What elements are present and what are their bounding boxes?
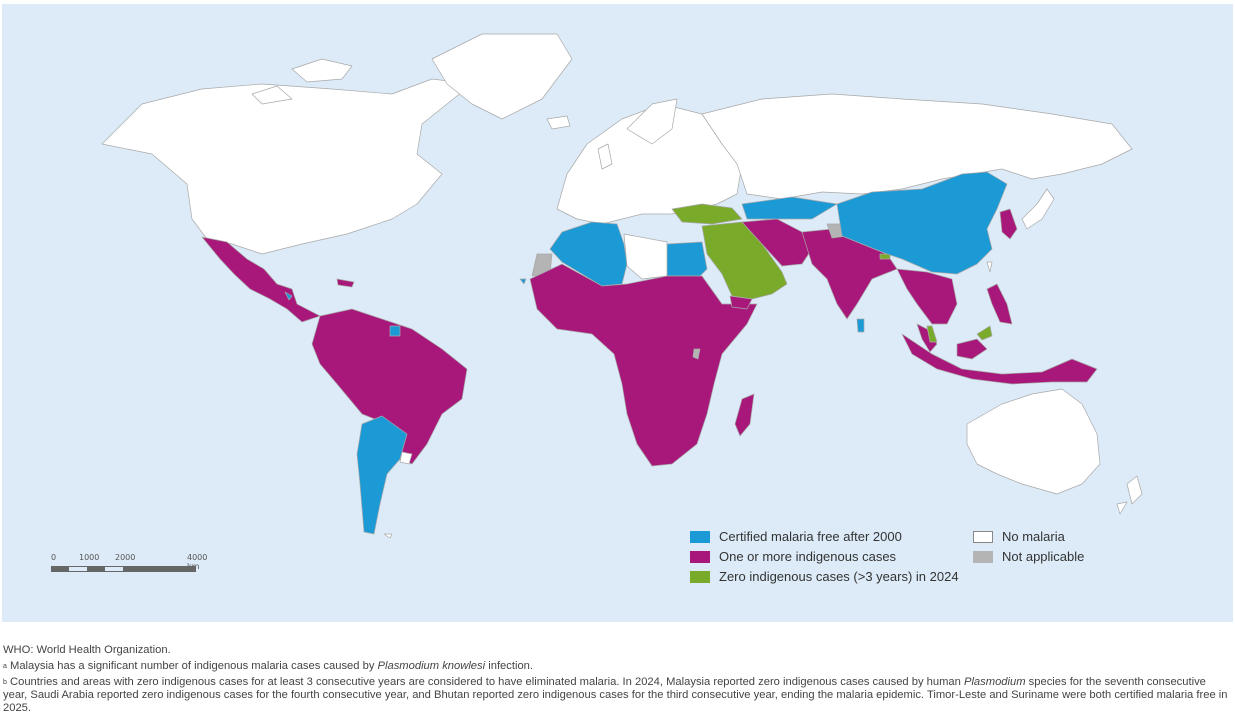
region-korea bbox=[999, 208, 1018, 240]
region-africa bbox=[529, 263, 758, 467]
legend-item-not-applicable: Not applicable bbox=[973, 549, 1084, 564]
region-libya bbox=[623, 233, 668, 280]
scale-seg-4 bbox=[105, 566, 123, 572]
legend-item-indigenous: One or more indigenous cases bbox=[690, 549, 896, 564]
note-b-italic: Plasmodium bbox=[963, 676, 1026, 688]
region-russia bbox=[701, 93, 1133, 200]
scale-seg-2 bbox=[69, 566, 87, 572]
footnotes: WHO: World Health Organization. a Malays… bbox=[3, 644, 1233, 718]
note-a-mark: a bbox=[3, 663, 7, 670]
region-central-asia bbox=[741, 196, 838, 220]
region-iceland bbox=[546, 115, 571, 130]
legend-item-no-malaria: No malaria bbox=[973, 529, 1065, 544]
region-suriname bbox=[389, 325, 401, 337]
region-greenland bbox=[431, 33, 573, 120]
scale-label-0: 0 bbox=[51, 553, 57, 562]
region-taiwan bbox=[986, 261, 993, 273]
note-a-tail: infection. bbox=[485, 660, 534, 672]
region-south-america bbox=[311, 308, 468, 465]
region-malay-peninsula bbox=[916, 323, 938, 353]
note-a-text: Malaysia has a significant number of ind… bbox=[10, 660, 378, 672]
region-south-africa-na bbox=[692, 348, 701, 360]
note-b-text: Countries and areas with zero indigenous… bbox=[10, 676, 964, 688]
scale-label-2000: 2000 bbox=[115, 553, 136, 562]
note-b-tail: species for the seventh consecutive year… bbox=[3, 676, 1228, 714]
legend-item-certified: Certified malaria free after 2000 bbox=[690, 529, 902, 544]
swatch-not-applicable bbox=[973, 550, 993, 563]
legend-label-indigenous: One or more indigenous cases bbox=[719, 549, 897, 564]
scale-bar: 0 1000 2000 4000 km bbox=[51, 553, 211, 583]
legend-label-zero: Zero indigenous cases (>3 years) in 2024 bbox=[719, 569, 959, 584]
region-new-zealand bbox=[1116, 475, 1143, 515]
region-arctic-islands bbox=[251, 58, 353, 105]
region-china bbox=[836, 171, 1008, 275]
region-egypt bbox=[666, 241, 708, 277]
scale-seg-1 bbox=[51, 566, 69, 572]
scale-seg-3 bbox=[87, 566, 105, 572]
region-turkey bbox=[671, 203, 743, 225]
legend-label-not-applicable: Not applicable bbox=[1002, 549, 1085, 564]
note-a: a Malaysia has a significant number of i… bbox=[3, 660, 1233, 673]
region-philippines bbox=[986, 283, 1013, 325]
region-argentina-chile bbox=[356, 415, 408, 535]
legend-item-zero: Zero indigenous cases (>3 years) in 2024 bbox=[690, 569, 959, 584]
swatch-no-malaria bbox=[973, 530, 993, 543]
region-caribbean bbox=[336, 278, 355, 288]
swatch-certified bbox=[690, 530, 710, 543]
region-uruguay bbox=[399, 451, 413, 465]
note-who: WHO: World Health Organization. bbox=[3, 644, 171, 656]
region-falklands bbox=[383, 533, 393, 539]
note-b: b Countries and areas with zero indigeno… bbox=[3, 676, 1233, 715]
scale-seg-5 bbox=[123, 566, 196, 572]
region-iran bbox=[741, 218, 813, 267]
region-malaysia-zero bbox=[926, 325, 993, 343]
region-central-cert bbox=[284, 291, 293, 301]
legend-label-certified: Certified malaria free after 2000 bbox=[719, 529, 902, 544]
swatch-indigenous bbox=[690, 550, 710, 563]
region-sri-lanka bbox=[856, 318, 865, 333]
region-japan bbox=[1021, 188, 1055, 230]
swatch-zero bbox=[690, 570, 710, 583]
region-uk bbox=[597, 143, 613, 170]
legend-label-no-malaria: No malaria bbox=[1002, 529, 1065, 544]
region-north-america bbox=[101, 78, 473, 255]
map-canvas bbox=[101, 33, 1143, 539]
region-australia bbox=[966, 388, 1101, 495]
world-map: Certified malaria free after 2000 One or… bbox=[2, 4, 1233, 622]
region-madagascar bbox=[734, 393, 755, 437]
scale-label-1000: 1000 bbox=[79, 553, 100, 562]
region-scandinavia bbox=[626, 98, 678, 145]
note-b-mark: b bbox=[3, 679, 7, 686]
region-indonesia bbox=[901, 333, 1098, 385]
region-europe bbox=[556, 103, 743, 225]
region-yemen bbox=[729, 295, 753, 310]
note-a-italic: Plasmodium knowlesi bbox=[377, 660, 486, 672]
region-southeast-asia bbox=[896, 268, 958, 325]
region-cape-verde bbox=[519, 278, 527, 285]
